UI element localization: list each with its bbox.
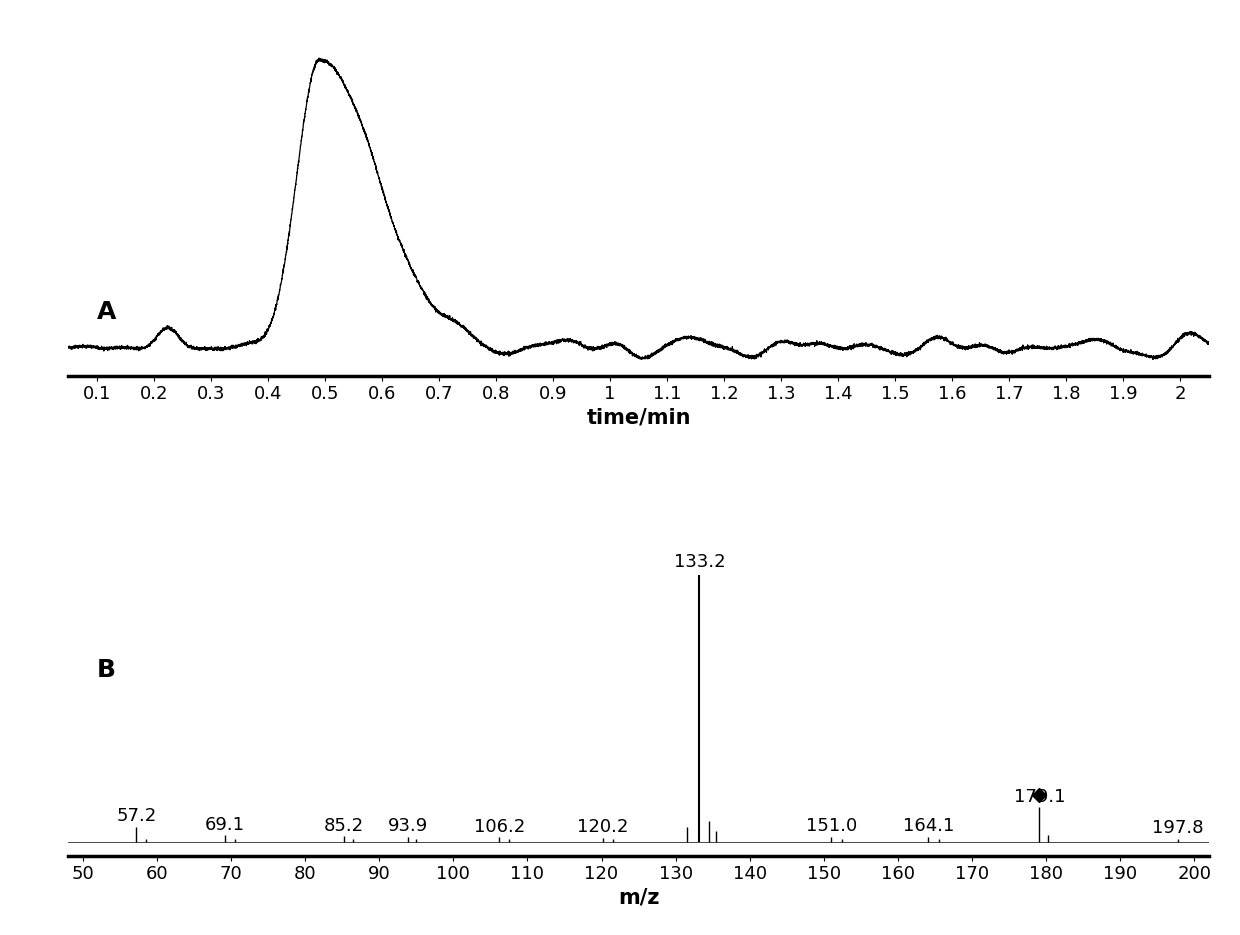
Text: A: A [97,299,117,324]
Text: 197.8: 197.8 [1152,819,1204,838]
Text: 69.1: 69.1 [205,816,244,834]
Text: 179.1: 179.1 [1013,788,1065,806]
Text: 151.0: 151.0 [806,817,857,835]
Text: 93.9: 93.9 [388,817,428,835]
X-axis label: time/min: time/min [587,408,691,427]
Text: 57.2: 57.2 [117,807,156,826]
Text: 85.2: 85.2 [324,816,363,835]
Text: 106.2: 106.2 [474,818,525,836]
Text: 120.2: 120.2 [578,818,629,836]
Text: 133.2: 133.2 [673,553,725,570]
Text: 164.1: 164.1 [903,817,954,835]
Text: B: B [97,657,115,682]
X-axis label: m/z: m/z [618,887,660,907]
